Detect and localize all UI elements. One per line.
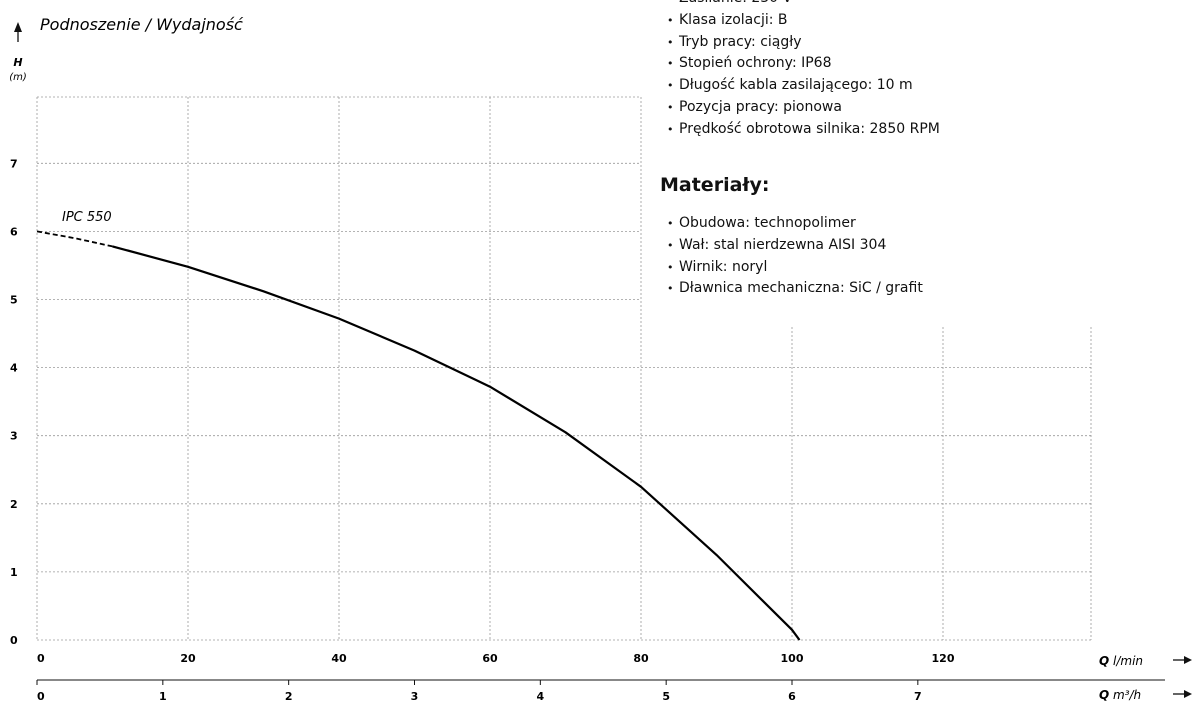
y-tick-label: 7 — [10, 157, 18, 170]
technical-specs-list: Zasilanie: 230 V Klasa izolacji: B Tryb … — [667, 0, 940, 141]
x2-tick-label: 7 — [914, 690, 922, 703]
spec-item: Pozycja pracy: pionowa — [667, 97, 940, 119]
y-tick-label: 4 — [10, 362, 18, 375]
x2-tick-label: 0 — [37, 690, 45, 703]
spec-item: Stopień ochrony: IP68 — [667, 53, 940, 75]
y-axis-unit: (m) — [9, 72, 27, 83]
material-item: Obudowa: technopolimer — [667, 213, 923, 235]
material-item: Wał: stal nierdzewna AISI 304 — [667, 235, 923, 257]
materials-heading: Materiały: — [660, 174, 770, 196]
materials-list: Obudowa: technopolimer Wał: stal nierdze… — [667, 213, 923, 300]
material-item: Wirnik: noryl — [667, 257, 923, 279]
x2-tick-label: 1 — [159, 690, 167, 703]
chart-ticks: 0 1 2 3 4 5 6 7 0 20 40 60 80 100 120 0 1 2 3 4 5 6 7 — [10, 157, 955, 703]
x-tick-label: 120 — [932, 652, 955, 665]
x-axis-arrowhead — [1184, 656, 1192, 664]
y-tick-label: 6 — [10, 225, 18, 238]
x2-tick-label: 3 — [411, 690, 419, 703]
y-axis-label: H — [13, 56, 22, 69]
x-axis-unit: l/min — [1113, 654, 1143, 668]
x2-tick-label: 5 — [662, 690, 670, 703]
chart-grid — [36, 96, 1092, 641]
x-tick-label: 20 — [180, 652, 196, 665]
x-tick-label: 80 — [633, 652, 649, 665]
x-axis-label: Q — [1099, 654, 1109, 668]
x2-tick-label: 4 — [537, 690, 545, 703]
x2-tick-label: 2 — [285, 690, 293, 703]
spec-item: Zasilanie: 230 V — [667, 0, 940, 10]
series-ipc-550-dashed — [36, 230, 113, 248]
spec-item: Prędkość obrotowa silnika: 2850 RPM — [667, 119, 940, 141]
y-axis-arrowhead — [14, 22, 22, 32]
spec-item: Długość kabla zasilającego: 10 m — [667, 75, 940, 97]
y-tick-label: 1 — [10, 566, 18, 579]
x-tick-label: 100 — [781, 652, 804, 665]
chart-axes — [14, 22, 1192, 698]
series-ipc-550-line — [112, 245, 801, 641]
chart-title: Podnoszenie / Wydajność — [40, 15, 244, 34]
x-tick-label: 0 — [37, 652, 45, 665]
spec-item: Klasa izolacji: B — [667, 10, 940, 32]
y-tick-label: 2 — [10, 498, 18, 511]
x2-tick-label: 6 — [788, 690, 796, 703]
x-tick-label: 40 — [331, 652, 347, 665]
y-tick-label: 3 — [10, 430, 18, 443]
y-tick-label: 0 — [10, 634, 18, 647]
x-tick-label: 60 — [482, 652, 498, 665]
material-item: Dławnica mechaniczna: SiC / grafit — [667, 278, 923, 300]
chart-series — [36, 230, 801, 641]
x2-axis-arrowhead — [1184, 690, 1192, 698]
x2-axis-label: Q — [1099, 688, 1109, 702]
series-label-ipc-550: IPC 550 — [62, 210, 112, 225]
spec-item: Tryb pracy: ciągły — [667, 32, 940, 54]
x2-axis-unit: m³/h — [1113, 688, 1141, 702]
y-tick-label: 5 — [10, 294, 18, 307]
